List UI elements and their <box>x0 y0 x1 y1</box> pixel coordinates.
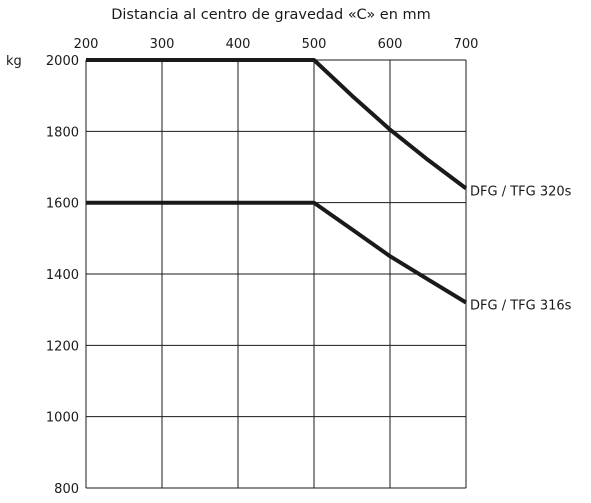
y-tick-label-6: 2000 <box>46 54 79 69</box>
y-tick-label-1: 1000 <box>46 411 79 426</box>
y-tick-label-0: 800 <box>54 482 79 497</box>
y-tick-labels: 800 1000 1200 1400 1600 1800 2000 <box>46 54 79 497</box>
x-tick-labels: 200 300 400 500 600 700 <box>74 37 479 52</box>
series-line-0 <box>86 58 468 190</box>
y-axis-unit-label: kg <box>6 54 22 69</box>
x-tick-label-0: 200 <box>74 37 99 52</box>
y-tick-label-3: 1400 <box>46 268 79 283</box>
grid <box>85 59 467 489</box>
x-tick-label-3: 500 <box>302 37 327 52</box>
y-tick-label-4: 1600 <box>46 197 79 212</box>
x-axis-title: Distancia al centro de gravedad «C» en m… <box>111 7 431 23</box>
y-tick-label-2: 1200 <box>46 339 79 354</box>
x-tick-label-5: 700 <box>454 37 479 52</box>
series-label-1: DFG / TFG 316s <box>470 299 572 314</box>
series-labels: DFG / TFG 320s DFG / TFG 316s <box>470 184 572 313</box>
x-tick-label-4: 600 <box>378 37 403 52</box>
series-line-1 <box>86 200 468 305</box>
y-tick-label-5: 1800 <box>46 125 79 140</box>
series-group <box>86 58 468 305</box>
x-tick-label-1: 300 <box>150 37 175 52</box>
x-tick-label-2: 400 <box>226 37 251 52</box>
series-label-0: DFG / TFG 320s <box>470 184 572 199</box>
